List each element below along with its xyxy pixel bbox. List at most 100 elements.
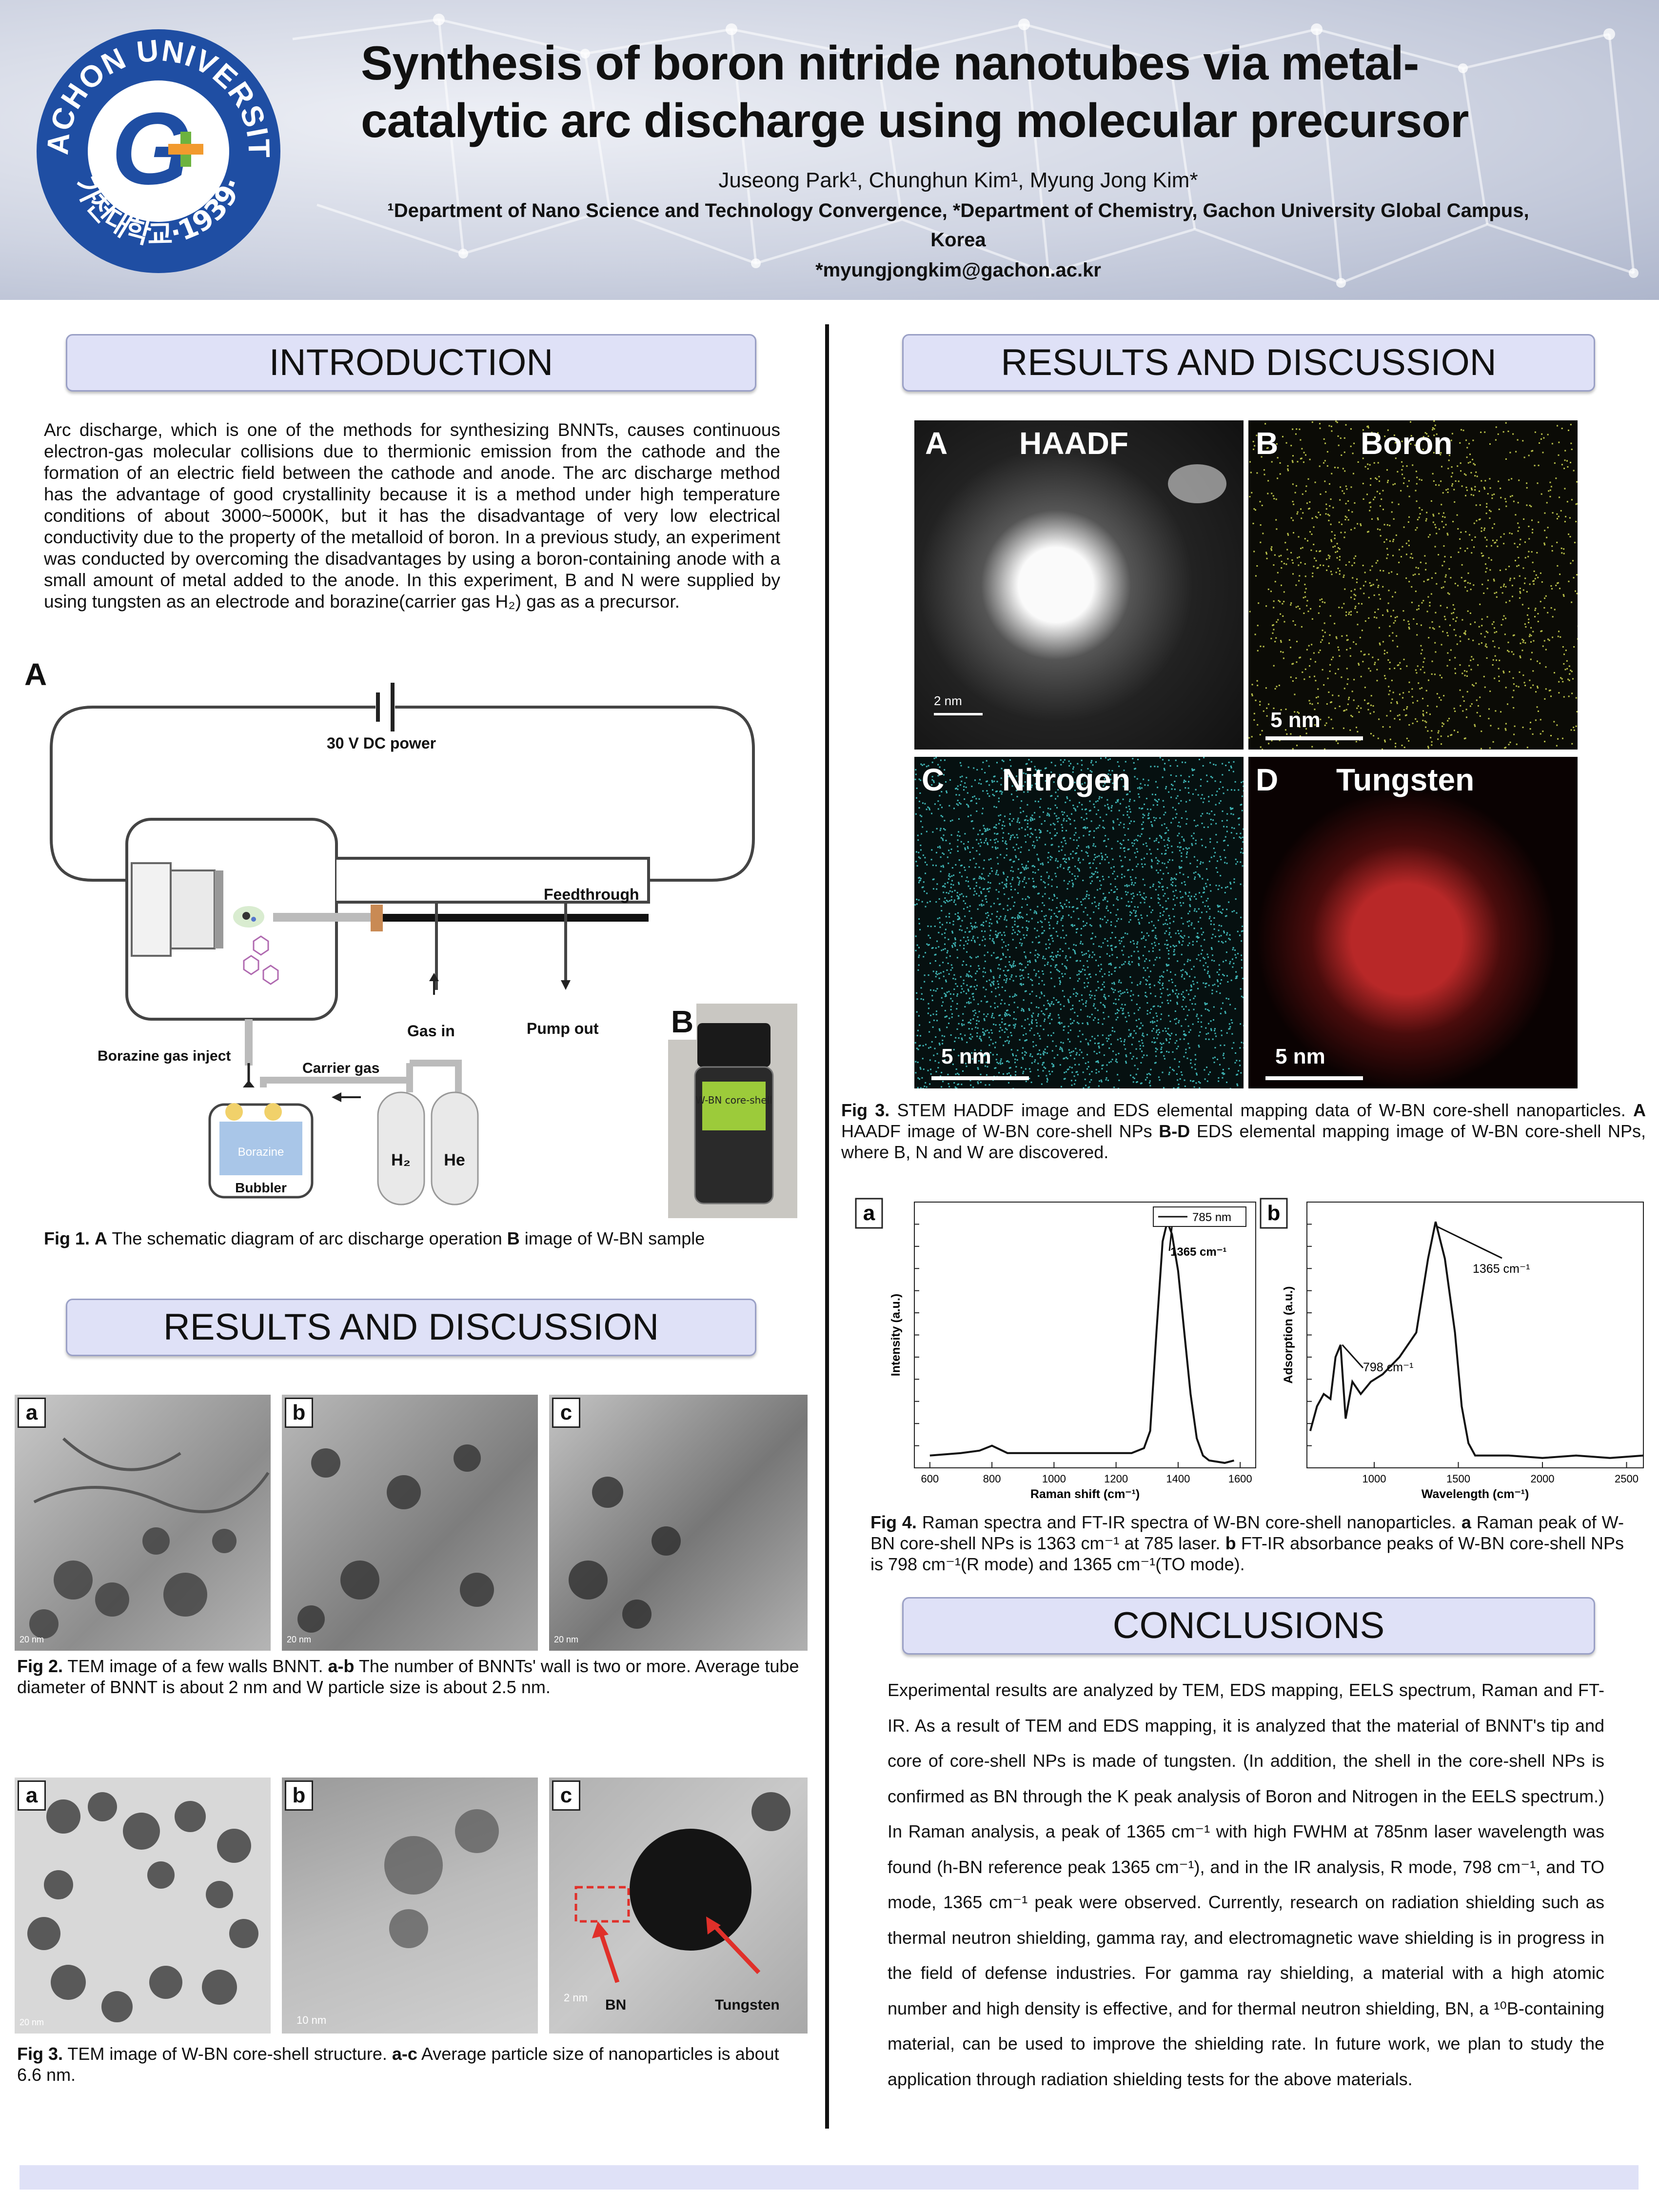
column-divider <box>825 324 829 2129</box>
fig1-caption: Fig 1. A The schematic diagram of arc di… <box>44 1228 705 1248</box>
fig3-left-caption: Fig 3. TEM image of W-BN core-shell stru… <box>17 2044 779 2085</box>
borazine-inject-label: Borazine gas inject <box>98 1048 231 1064</box>
ftir-spectrum-chart: 1000 1500 2000 2500 Wavelength (cm⁻¹) Adsorpt… <box>1260 1198 1644 1501</box>
chart-panel-box <box>1260 1198 1288 1229</box>
fig3-left-label-b: b <box>285 1780 313 1811</box>
wbn-sample-photo: W-BN core-shell B <box>668 1004 797 1218</box>
tungsten-label: Tungsten <box>715 1997 780 2013</box>
eds-panel-nitrogen: C Nitrogen 5 nm <box>914 757 1244 1088</box>
fig1-label-b: B <box>668 1004 697 1040</box>
eds-panel-haadf: A HAADF 2 nm <box>914 420 1244 750</box>
fig3-left-scale-b: 10 nm <box>296 2014 327 2026</box>
plot-frame <box>1306 1202 1644 1468</box>
fig3-left-panel-a: a 20 nm <box>15 1778 271 2034</box>
results-heading-right: RESULTS AND DISCUSSION <box>902 334 1595 392</box>
x-tick-label: 600 <box>921 1473 939 1485</box>
carrier-gas-label: Carrier gas <box>302 1060 379 1076</box>
title-line-1: Synthesis of boron nitride nanotubes via… <box>361 36 1419 90</box>
chart-panel-box <box>855 1198 883 1229</box>
peak-annotation-1365: 1365 cm⁻¹ <box>1473 1262 1530 1276</box>
eds-title-tungsten: Tungsten <box>1336 762 1475 797</box>
fig3-left-label-a: a <box>18 1780 46 1811</box>
fig2-caption: Fig 2. TEM image of a few walls BNNT. a-… <box>17 1656 799 1697</box>
fig2-panel-c: c 20 nm <box>549 1395 808 1651</box>
eds-letter-b: B <box>1256 426 1279 461</box>
peak-annotation-798: 798 cm⁻¹ <box>1363 1361 1414 1374</box>
fig3-left-scale-c: 2 nm <box>564 1992 588 2004</box>
feedthrough-label: Feedthrough <box>544 886 639 903</box>
bn-label: BN <box>605 1997 627 2013</box>
introduction-heading: INTRODUCTION <box>66 334 756 392</box>
conclusions-heading: CONCLUSIONS <box>902 1597 1595 1655</box>
eds-title-boron: Boron <box>1361 426 1453 461</box>
poster-title: Synthesis of boron nitride nanotubes via… <box>361 34 1482 149</box>
spectrum-line <box>929 1218 1235 1464</box>
vial-label: W-BN core-shell <box>695 1094 772 1106</box>
fig2-panel-a: a 20 nm <box>15 1395 271 1651</box>
eds-panel-boron: B Boron 5 nm <box>1248 420 1578 750</box>
fig3-right-caption: Fig 3. STEM HADDF image and EDS elementa… <box>841 1100 1646 1162</box>
fig3-left-panel-c: c BN Tungsten 2 nm <box>549 1778 808 2034</box>
eds-panel-tungsten: D Tungsten 5 nm <box>1248 757 1578 1088</box>
network-background <box>292 14 1639 288</box>
power-label: 30 V DC power <box>327 734 436 752</box>
affiliation-line-1: ¹Department of Nano Science and Technolo… <box>387 200 1529 221</box>
x-tick-label: 800 <box>983 1473 1001 1485</box>
h2-label: H₂ <box>391 1151 411 1169</box>
y-axis-label: Intensity (a.u.) <box>889 1294 903 1376</box>
fig1-label-a: A <box>24 658 47 692</box>
chart-panel-label: a <box>863 1201 875 1225</box>
x-tick-label: 1600 <box>1228 1473 1252 1485</box>
authors: Juseong Park¹, Chunghun Kim¹, Myung Jong… <box>718 168 1198 192</box>
bubbler-label: Bubbler <box>235 1180 287 1195</box>
fig2-label-a: a <box>18 1398 46 1428</box>
fig3-left-panel-b: b 10 nm <box>282 1778 538 2034</box>
x-tick-label: 2500 <box>1615 1473 1639 1485</box>
fig3-left-scale-a: 20 nm <box>20 2017 44 2027</box>
eds-scale-b: 5 nm <box>1270 708 1321 732</box>
x-tick-label: 1500 <box>1446 1473 1470 1485</box>
fig2-scale-c: 20 nm <box>554 1635 579 1644</box>
fig2-scale-a: 20 nm <box>20 1635 44 1644</box>
spectrum-line <box>1309 1221 1644 1459</box>
fig2-panel-b: b 20 nm <box>282 1395 538 1651</box>
eds-title-nitrogen: Nitrogen <box>1002 762 1131 797</box>
borazine-label: Borazine <box>238 1146 284 1159</box>
eds-title-haadf: HAADF <box>1019 426 1128 461</box>
fig2-label-c: c <box>552 1398 580 1428</box>
affiliation-line-2: Korea <box>930 229 986 251</box>
introduction-text: Arc discharge, which is one of the metho… <box>44 420 780 612</box>
x-tick-label: 1400 <box>1166 1473 1190 1485</box>
fig2-label-b: b <box>285 1398 313 1428</box>
fig3-left-label-c: c <box>552 1780 580 1811</box>
x-tick-label: 1000 <box>1042 1473 1066 1485</box>
eds-mapping-grid: A HAADF 2 nm B Boron 5 nm C Nitrogen 5 n… <box>914 420 1578 1088</box>
x-axis-label: Raman shift (cm⁻¹) <box>1030 1487 1140 1501</box>
fig4-caption: Fig 4. Raman spectra and FT-IR spectra o… <box>870 1512 1624 1574</box>
footer-bar <box>20 2165 1639 2190</box>
eds-scale-a: 2 nm <box>934 693 962 708</box>
eds-letter-a: A <box>925 426 948 461</box>
peak-annotation-arrow <box>1168 1226 1173 1251</box>
arc-discharge-schematic: A 30 V DC power Feedthrough <box>24 658 755 1205</box>
he-label: He <box>444 1151 465 1169</box>
gas-in-label: Gas in <box>407 1022 455 1040</box>
peak-annotation: 1365 cm⁻¹ <box>1170 1245 1226 1259</box>
eds-letter-d: D <box>1256 762 1279 797</box>
results-heading-left: RESULTS AND DISCUSSION <box>66 1299 756 1356</box>
pump-out-label: Pump out <box>527 1020 599 1037</box>
legend-label: 785 nm <box>1192 1211 1231 1224</box>
contact-email: *myungjongkim@gachon.ac.kr <box>815 259 1101 281</box>
y-axis-label: Adsorption (a.u.) <box>1282 1286 1295 1384</box>
eds-letter-c: C <box>922 762 945 797</box>
peak-arrow-798 <box>1342 1344 1364 1369</box>
eds-scale-c: 5 nm <box>941 1045 991 1068</box>
eds-scale-d: 5 nm <box>1275 1045 1325 1068</box>
plot-frame <box>914 1202 1256 1468</box>
x-axis-label: Wavelength (cm⁻¹) <box>1422 1487 1529 1501</box>
x-tick-label: 2000 <box>1531 1473 1555 1485</box>
peak-arrow-1365 <box>1437 1226 1502 1259</box>
chart-panel-label: b <box>1267 1201 1281 1225</box>
raman-spectrum-chart: 600 800 1000 1200 1400 1600 Raman shift (cm⁻¹)… <box>855 1198 1256 1501</box>
gachon-university-logo: GACHON UNIVERSITY 가천대학교·1939· G <box>34 27 280 273</box>
